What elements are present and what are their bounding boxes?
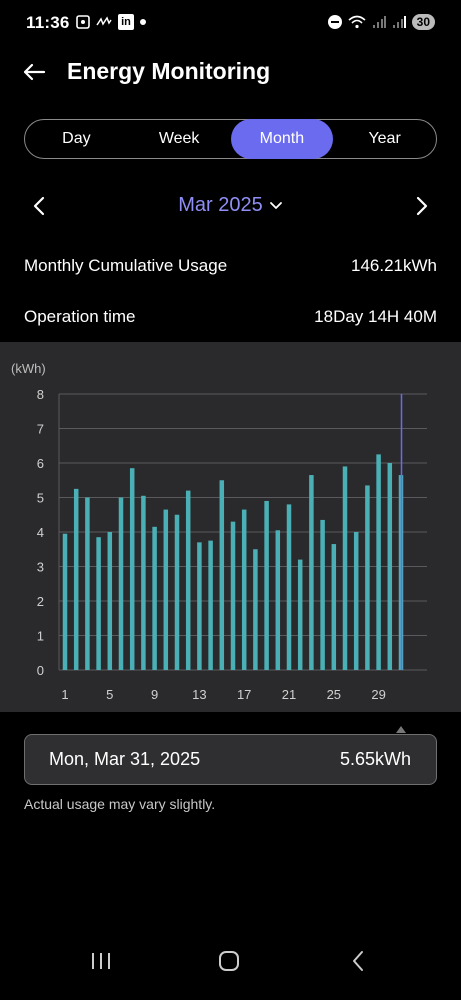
usage-value: 146.21kWh [351,256,437,275]
bar [208,540,213,670]
bar [365,485,370,670]
x-tick-label: 13 [192,687,206,702]
dot-icon [140,19,146,25]
home-icon[interactable] [219,951,239,971]
x-tick-label: 29 [371,687,385,702]
selected-date: Mon, Mar 31, 2025 [49,749,201,769]
usage-chart[interactable]: (kWh) 0 1 2 3 4 5 6 7 8 1 5 9 13 17 21 25 29 [0,342,461,712]
detail-pointer [396,726,406,733]
operation-row: Operation time 18Day 14H 40M [24,307,437,327]
bar [320,519,325,670]
y-tick-label: 1 [37,629,44,644]
system-nav-bar [0,944,461,1000]
x-tick-label: 5 [106,687,113,702]
battery-indicator: 30 [411,14,435,30]
bar [107,532,113,670]
chevron-right-icon[interactable] [411,194,433,218]
bar [73,488,79,670]
bar [387,463,393,670]
bar [152,526,157,670]
bar [96,537,101,670]
bar [353,532,359,670]
selected-value: 5.65kWh [339,749,411,769]
bar [286,504,292,670]
bar [331,544,337,670]
x-tick-label: 1 [61,687,68,702]
period-tabs: Day Week Month Year [24,119,437,159]
bar [275,530,281,670]
tab-day[interactable]: Day [62,130,91,147]
month-label: Mar 2025 [178,194,263,216]
signal-icon [392,16,406,28]
selected-day-card: Mon, Mar 31, 2025 5.65kWh [24,734,437,785]
dnd-icon [327,15,342,29]
status-left-icons: in [76,14,146,30]
disclaimer: Actual usage may vary slightly. [24,796,216,812]
wifi-icon [348,15,366,29]
bar [342,466,348,670]
y-axis-label: (kWh) [11,361,46,376]
chevron-down-icon [269,201,282,209]
bar [197,542,202,670]
app-header: Energy Monitoring [0,50,461,94]
back-icon[interactable] [351,950,365,972]
bar [141,495,146,670]
operation-label: Operation time [24,307,136,326]
bar [253,549,258,670]
status-bar: 11:36 in 30 [0,0,461,46]
signal-squiggle-icon [96,16,112,26]
usage-row: Monthly Cumulative Usage 146.21kWh [24,256,437,276]
status-right-icons: 30 [327,14,435,30]
x-tick-label: 9 [151,687,158,702]
bar [85,497,90,670]
bar [118,497,124,670]
chevron-left-icon[interactable] [28,194,50,218]
page-title: Energy Monitoring [67,58,271,84]
x-tick-label: 17 [237,687,251,702]
bar [174,514,180,670]
y-tick-label: 4 [37,525,44,540]
tab-year[interactable]: Year [368,130,401,147]
x-tick-label: 21 [282,687,296,702]
recent-apps-icon[interactable] [90,952,112,970]
y-tick-label: 7 [37,422,44,437]
bar [297,559,303,670]
y-tick-label: 2 [37,594,44,609]
bar [376,454,381,670]
bar [230,521,236,670]
bar [163,509,169,670]
operation-value: 18Day 14H 40M [314,307,437,326]
month-navigator: Mar 2025 [0,188,461,224]
linkedin-icon: in [118,14,134,30]
usage-chart-panel: (kWh) 0 1 2 3 4 5 6 7 8 1 5 9 13 17 21 25 29 [0,342,461,712]
y-tick-label: 5 [37,491,44,506]
bar [185,490,191,670]
bar [219,480,225,670]
tab-month[interactable]: Month [230,119,334,159]
bar [241,509,247,670]
x-tick-label: 25 [327,687,341,702]
y-tick-label: 0 [37,663,44,678]
tab-week[interactable]: Week [158,130,200,147]
month-selector[interactable]: Mar 2025 [0,194,461,217]
bar [309,475,314,670]
bar [264,500,269,670]
back-arrow-icon[interactable] [20,58,48,86]
bar [62,533,68,670]
y-tick-label: 6 [37,456,44,471]
screenshot-icon [76,15,90,29]
signal-icon [372,16,386,28]
bar [129,468,135,670]
usage-label: Monthly Cumulative Usage [24,256,228,275]
status-time: 11:36 [26,13,70,32]
y-tick-label: 3 [37,560,44,575]
y-tick-label: 8 [37,387,44,402]
